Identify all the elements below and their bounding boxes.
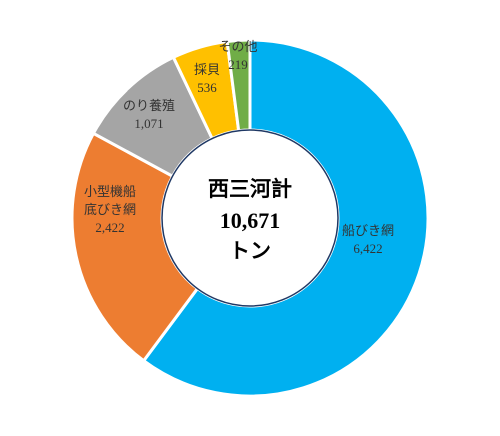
- center-unit: トン: [229, 239, 271, 263]
- center-title: 西三河計: [208, 177, 292, 201]
- slice-value-3: 536: [197, 80, 217, 95]
- slice-label-4-line-0: その他: [218, 40, 257, 55]
- center-total: 10,671: [220, 208, 281, 233]
- slice-value-4: 219: [228, 57, 248, 72]
- center-hole: [161, 129, 339, 307]
- slice-label-3-line-0: 採貝: [194, 63, 220, 78]
- slice-label-1-line-0: 小型機船: [84, 185, 136, 200]
- slice-value-0: 6,422: [353, 241, 382, 256]
- slice-label-0-line-0: 船びき網: [342, 224, 394, 239]
- slice-label-2-line-0: のり養殖: [123, 98, 175, 114]
- slice-label-1-line-1: 底びき網: [84, 202, 136, 218]
- slice-value-2: 1,071: [134, 116, 163, 131]
- slice-value-1: 2,422: [95, 220, 124, 235]
